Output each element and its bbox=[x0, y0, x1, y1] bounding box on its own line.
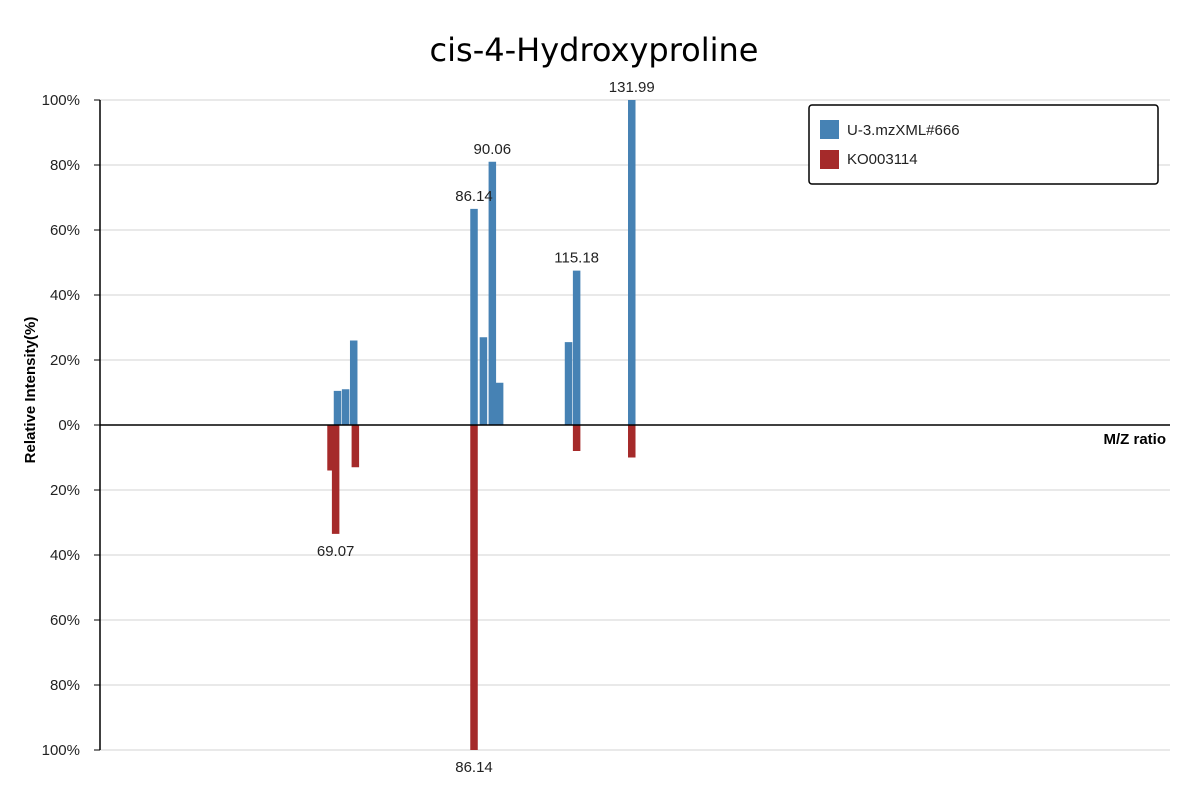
y-axis-ticks: 100% 80% 60% 40% 20% 0% 20% 40% 60% 80% 100% bbox=[42, 92, 100, 759]
legend-label: U-3.mzXML#666 bbox=[847, 122, 960, 139]
y-tick-label: 0% bbox=[58, 417, 80, 434]
legend-box bbox=[808, 104, 1159, 185]
legend-swatch bbox=[820, 120, 839, 139]
peak-bars bbox=[327, 100, 636, 750]
peak-label: 131.99 bbox=[609, 79, 655, 96]
y-tick-label: 20% bbox=[50, 352, 80, 369]
y-tick-label: 40% bbox=[50, 547, 80, 564]
peak-label: 69.07 bbox=[317, 543, 355, 560]
reference-peak-bar bbox=[327, 425, 335, 471]
y-tick-label: 20% bbox=[50, 482, 80, 499]
peak-label: 86.14 bbox=[455, 759, 493, 776]
sample-peak-bar bbox=[470, 208, 478, 425]
sample-peak-bar bbox=[333, 390, 342, 425]
x-axis-title: M/Z ratio bbox=[1104, 431, 1167, 448]
peak-label: 90.06 bbox=[474, 141, 512, 158]
sample-peak-bar bbox=[341, 389, 350, 425]
sample-peak-bar bbox=[572, 270, 581, 425]
legend-swatch bbox=[820, 150, 839, 169]
reference-peak-bar bbox=[331, 425, 340, 534]
peak-label: 86.14 bbox=[455, 188, 493, 205]
y-tick-label: 100% bbox=[42, 742, 80, 759]
reference-peak-bar bbox=[351, 425, 360, 468]
reference-peak-bar bbox=[470, 425, 478, 750]
legend-label: KO003114 bbox=[847, 151, 918, 168]
sample-peak-bar bbox=[564, 342, 573, 425]
chart-title: cis-4-Hydroxyproline bbox=[430, 31, 759, 69]
y-tick-label: 60% bbox=[50, 222, 80, 239]
y-tick-label: 80% bbox=[50, 157, 80, 174]
sample-peak-bar bbox=[349, 340, 358, 425]
sample-peak-bar bbox=[488, 161, 497, 425]
reference-peak-bar bbox=[628, 425, 636, 458]
y-tick-label: 100% bbox=[42, 92, 80, 109]
y-tick-label: 60% bbox=[50, 612, 80, 629]
peak-label: 115.18 bbox=[554, 250, 599, 267]
sample-peak-bar bbox=[628, 100, 636, 425]
legend: U-3.mzXML#666 KO003114 bbox=[808, 104, 1159, 185]
sample-peak-bar bbox=[479, 337, 488, 425]
peak-labels: 86.14 90.06 115.18 131.99 69.07 86.14 bbox=[317, 79, 655, 776]
reference-peak-bar bbox=[572, 425, 581, 451]
sample-peak-bar bbox=[495, 382, 504, 425]
y-tick-label: 80% bbox=[50, 677, 80, 694]
y-tick-label: 40% bbox=[50, 287, 80, 304]
y-axis-title: Relative Intensity(%) bbox=[22, 317, 39, 464]
